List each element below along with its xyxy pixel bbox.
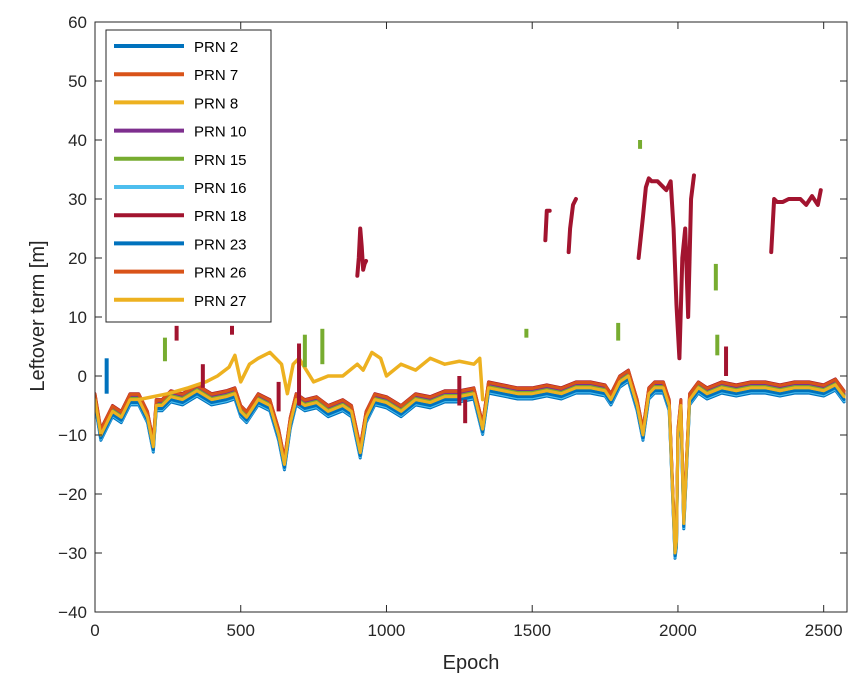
legend-entry-label: PRN 27 xyxy=(194,293,247,310)
legend-entry-label: PRN 15 xyxy=(194,152,247,169)
y-axis-label: Leftover term [m] xyxy=(27,240,49,391)
legend: PRN 2 PRN 7 PRN 8 PRN 10 PRN 15 PRN 16 PRN 18 P… xyxy=(105,29,272,323)
prn-18-segment-4 xyxy=(636,176,670,260)
x-tick-label: 2000 xyxy=(659,621,697,640)
y-tick-label: 50 xyxy=(68,72,87,91)
x-tick-label: 0 xyxy=(90,621,99,640)
y-tick-label: 30 xyxy=(68,190,87,209)
plot-area xyxy=(95,140,846,560)
y-tick-label: 20 xyxy=(68,249,87,268)
legend-entry-label: PRN 2 xyxy=(194,39,238,56)
y-tick-label: −20 xyxy=(58,485,87,504)
prn-18-segment-1 xyxy=(355,226,369,278)
x-tick-label: 1000 xyxy=(368,621,406,640)
prn-18-segment-5 xyxy=(665,173,696,361)
x-tick-label: 2500 xyxy=(805,621,843,640)
y-tick-label: −10 xyxy=(58,426,87,445)
x-tick-label: 1500 xyxy=(513,621,551,640)
y-tick-label: 0 xyxy=(78,367,87,386)
series-layer xyxy=(95,140,846,560)
prn-8-elevated-segment xyxy=(136,350,485,402)
axis-layer: 0 500 1000 1500 2000 2500 −40 −30 −20 −10 0 10 20 30 4… xyxy=(58,13,848,640)
x-tick-label: 500 xyxy=(227,621,255,640)
y-tick-label: 60 xyxy=(68,13,87,32)
y-tick-label: −30 xyxy=(58,544,87,563)
prn-18-segment-3 xyxy=(566,197,578,255)
prn-18-segment-2 xyxy=(543,208,552,243)
legend-entry-label: PRN 23 xyxy=(194,236,247,253)
legend-entry-label: PRN 26 xyxy=(194,265,247,282)
x-axis-label: Epoch xyxy=(443,652,500,674)
y-tick-label: 40 xyxy=(68,131,87,150)
y-tick-label: 10 xyxy=(68,308,87,327)
legend-entry-label: PRN 8 xyxy=(194,95,238,112)
legend-entry-label: PRN 18 xyxy=(194,208,247,225)
legend-entry-label: PRN 10 xyxy=(194,124,247,141)
prn-18-segment-6 xyxy=(769,188,823,255)
y-tick-label: −40 xyxy=(58,603,87,622)
legend-entry-label: PRN 16 xyxy=(194,180,247,197)
legend-entry-label: PRN 7 xyxy=(194,67,238,84)
